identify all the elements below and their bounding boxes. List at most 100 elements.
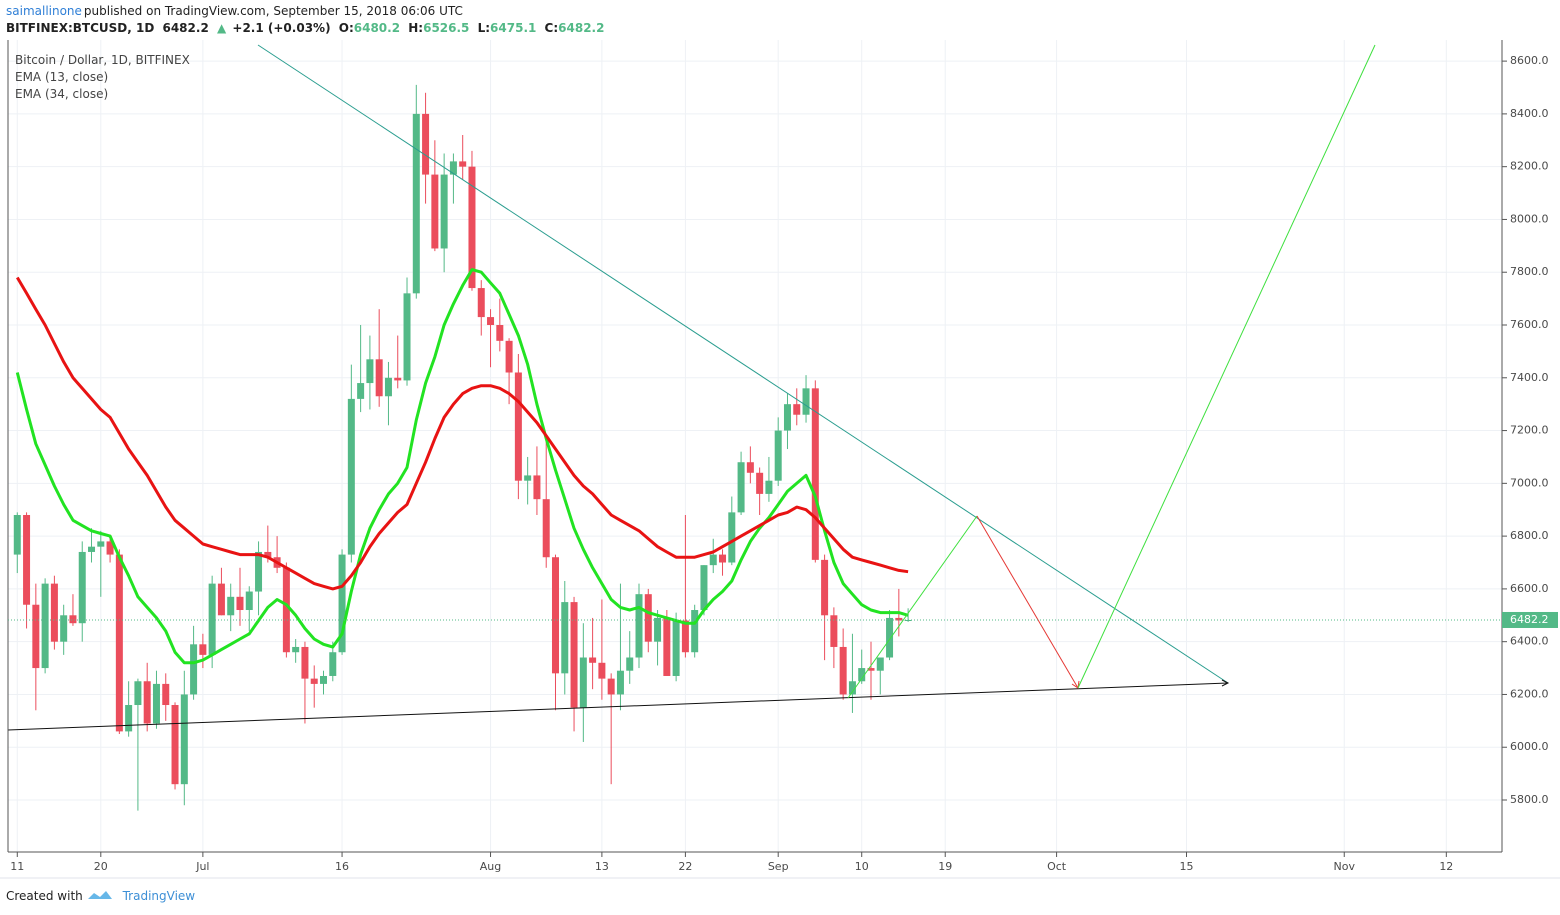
x-tick-label: Jul — [195, 860, 209, 873]
candle-body — [876, 657, 884, 671]
y-tick-label: 6600.0 — [1510, 582, 1549, 595]
candle-body — [152, 683, 160, 724]
projection-down — [976, 515, 1079, 689]
x-tick-label: 15 — [1179, 860, 1193, 873]
projection-up — [847, 515, 978, 699]
candle-body — [366, 359, 374, 384]
candle-body — [412, 113, 420, 294]
candle-body — [162, 683, 170, 706]
candle-body — [97, 541, 105, 547]
candle-body — [384, 377, 392, 397]
candle-body — [524, 475, 532, 481]
ohlc-label: L: — [477, 21, 491, 35]
legend-entry: EMA (13, close) — [15, 70, 109, 84]
candle-body — [78, 551, 86, 624]
symbol: BITFINEX:BTCUSD, 1D — [6, 21, 155, 35]
x-tick-label: 13 — [595, 860, 609, 873]
support-line — [7, 682, 1229, 731]
candle-body — [663, 617, 671, 676]
y-tick-label: 6000.0 — [1510, 740, 1549, 753]
candle-body — [199, 644, 207, 655]
candle-body — [672, 620, 680, 676]
created-with: Created with — [6, 889, 83, 903]
candle-body — [719, 554, 727, 563]
candle-body — [134, 681, 142, 706]
candle-body — [607, 678, 615, 695]
x-tick-label: Sep — [768, 860, 789, 873]
ohlc-label: H: — [408, 21, 424, 35]
y-tick-label: 8000.0 — [1510, 212, 1549, 225]
candle-body — [728, 512, 736, 563]
candle-body — [514, 372, 522, 481]
tradingview-logo — [88, 891, 112, 899]
candle-body — [533, 475, 541, 500]
x-tick-label: 22 — [678, 860, 692, 873]
candle-body — [106, 541, 114, 555]
candle-body — [236, 596, 244, 611]
candle-body — [477, 288, 485, 318]
candle-body — [570, 602, 578, 708]
candle-body — [542, 499, 550, 558]
ohlc-label: C: — [544, 21, 559, 35]
x-tick-label: 20 — [94, 860, 108, 873]
x-tick-label: 19 — [938, 860, 952, 873]
candle-body — [227, 596, 235, 616]
candle-body — [217, 583, 225, 616]
candle-body — [23, 515, 31, 605]
y-tick-label: 7800.0 — [1510, 265, 1549, 278]
candle-body — [180, 694, 188, 785]
candle-body — [320, 675, 328, 684]
candle-body — [403, 293, 411, 381]
candle-body — [709, 554, 717, 566]
candle-body — [431, 174, 439, 249]
candle-body — [589, 657, 597, 663]
published: published on TradingView.com, September … — [83, 4, 463, 18]
candle-body — [13, 515, 21, 555]
y-tick-label: 7600.0 — [1510, 318, 1549, 331]
candle-body — [375, 359, 383, 397]
candle-body — [171, 705, 179, 785]
candle-body — [190, 644, 198, 695]
ohlc-value: 6482.2 — [558, 21, 605, 35]
projection-up — [1077, 44, 1376, 689]
candle-body — [310, 678, 318, 684]
y-tick-label: 6200.0 — [1510, 687, 1549, 700]
candle-body — [765, 480, 773, 494]
candle-body — [746, 462, 754, 473]
candle-body — [115, 554, 123, 732]
candle-body — [700, 565, 708, 611]
y-tick-label: 7200.0 — [1510, 424, 1549, 437]
candle-body — [245, 591, 253, 611]
candle-body — [69, 615, 77, 624]
candle-body — [886, 617, 894, 658]
candle-body — [487, 317, 495, 326]
candles — [13, 84, 912, 811]
candle-body — [895, 617, 903, 621]
brand[interactable]: TradingView — [122, 889, 196, 903]
candle-body — [282, 567, 290, 653]
candle-body — [32, 604, 40, 669]
trend-line — [257, 44, 1229, 684]
candle-body — [848, 681, 856, 695]
x-tick-label: Aug — [480, 860, 501, 873]
legend-entry: EMA (34, close) — [15, 87, 109, 101]
y-tick-label: 7400.0 — [1510, 371, 1549, 384]
candle-body — [347, 398, 355, 555]
candle-body — [468, 166, 476, 289]
candle-body — [681, 620, 689, 653]
candle-body — [830, 615, 838, 647]
candle-body — [60, 615, 68, 642]
candle-body — [821, 559, 829, 616]
candle-body — [459, 161, 467, 167]
candle-body — [143, 681, 151, 724]
candle-body — [635, 594, 643, 658]
candle-body — [737, 462, 745, 513]
y-tick-label: 8200.0 — [1510, 160, 1549, 173]
candle-body — [301, 646, 309, 679]
candle-body — [255, 551, 263, 592]
ohlc-value: 6480.2 — [353, 21, 401, 35]
ohlc-value: 6475.1 — [490, 21, 537, 35]
candle-body — [357, 383, 365, 399]
